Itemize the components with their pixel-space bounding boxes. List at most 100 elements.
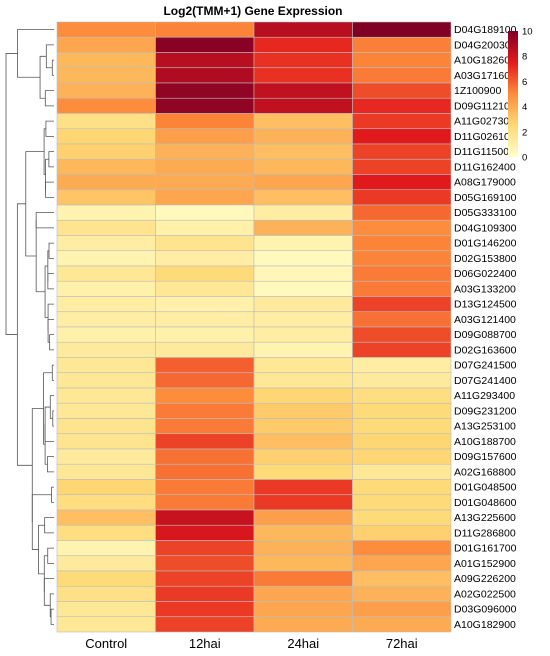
heatmap-cell: [56, 265, 156, 282]
heatmap-cell: [352, 250, 452, 267]
column-label: 24hai: [287, 636, 319, 651]
heatmap-cell: [155, 509, 255, 526]
heatmap-cell: [253, 540, 353, 557]
heatmap-cell: [352, 585, 452, 602]
heatmap-cell: [155, 326, 255, 343]
heatmap-cell: [155, 616, 255, 633]
heatmap-cell: [352, 52, 452, 69]
heatmap-cell: [155, 387, 255, 404]
heatmap-cell: [352, 82, 452, 99]
row-label: D05G333100: [454, 207, 517, 219]
heatmap-cell: [56, 219, 156, 236]
heatmap-cell: [56, 494, 156, 511]
heatmap-cell: [352, 570, 452, 587]
dendrogram-branch: [48, 151, 54, 168]
heatmap-cell: [155, 97, 255, 114]
heatmap-cell: [352, 357, 452, 374]
row-label: D01G161700: [454, 543, 517, 555]
dendrogram-branch: [50, 608, 54, 625]
heatmap-cell: [56, 341, 156, 358]
heatmap-cell: [352, 204, 452, 221]
dendrogram-branch: [49, 593, 54, 618]
heatmap-cell: [56, 463, 156, 480]
dendrogram-branch: [44, 423, 48, 465]
heatmap-cell: [56, 204, 156, 221]
heatmap-cell: [155, 372, 255, 389]
row-label: D04G109300: [454, 222, 517, 234]
row-label: D07G241500: [454, 360, 517, 372]
heatmap-cell: [352, 387, 452, 404]
heatmap-cell: [352, 189, 452, 206]
heatmap-cell: [155, 601, 255, 618]
heatmap-cell: [56, 585, 156, 602]
heatmap-cell: [253, 479, 353, 496]
heatmap-cell: [352, 448, 452, 465]
dendrogram-branch: [38, 524, 45, 575]
column-label: 12hai: [189, 636, 221, 651]
heatmap-cell: [56, 372, 156, 389]
heatmap-cell: [155, 204, 255, 221]
heatmap-cell: [56, 616, 156, 633]
heatmap-cell: [352, 113, 452, 130]
heatmap-cell: [155, 448, 255, 465]
dendrogram-branch: [43, 555, 48, 593]
dendrogram-branch: [51, 486, 54, 503]
heatmap-cell: [352, 509, 452, 526]
dendrogram-branch: [31, 408, 44, 523]
heatmap-cell: [352, 601, 452, 618]
heatmap-cell: [352, 555, 452, 572]
heatmap-cell: [253, 585, 353, 602]
heatmap-cell: [253, 204, 353, 221]
heatmap-cell: [155, 311, 255, 328]
row-label: A03G171600: [454, 70, 516, 82]
heatmap-cell: [253, 189, 353, 206]
heatmap-cell: [352, 494, 452, 511]
row-label: A10G188700: [454, 436, 516, 448]
heatmap-cell: [155, 52, 255, 69]
column-label: Control: [85, 636, 127, 651]
heatmap-cell: [56, 479, 156, 496]
column-labels: Control 12hai 24hai 72hai: [85, 636, 417, 651]
heatmap-cell: [155, 585, 255, 602]
heatmap-cell: [253, 616, 353, 633]
heatmap-cell: [352, 418, 452, 435]
row-label: A08G179000: [454, 177, 516, 189]
heatmap-cell: [56, 280, 156, 297]
row-label: D02G153800: [454, 253, 517, 265]
heatmap-cell: [352, 311, 452, 328]
heatmap-cell: [352, 326, 452, 343]
heatmap-cell: [56, 433, 156, 450]
dendrogram-branch: [16, 203, 33, 466]
row-label: D09G231200: [454, 405, 517, 417]
row-label: D02G163600: [454, 344, 517, 356]
dendrogram-branch: [25, 151, 45, 257]
heatmap-cell: [155, 540, 255, 557]
row-label: D01G048500: [454, 482, 517, 494]
row-label: A11G293400: [454, 390, 515, 402]
chart-title: Log2(TMM+1) Gene Expression: [163, 4, 342, 18]
legend-tick-label: 6: [522, 77, 527, 88]
heatmap-cell: [155, 357, 255, 374]
heatmap-cell: [56, 67, 156, 84]
legend-tick-label: 2: [522, 127, 527, 138]
heatmap-cell: [56, 36, 156, 53]
heatmap-cell: [352, 463, 452, 480]
dendrogram-branch: [49, 334, 54, 351]
heatmap-cell: [253, 82, 353, 99]
heatmap-cell: [253, 97, 353, 114]
row-label: D01G146200: [454, 238, 517, 250]
column-label: 72hai: [386, 636, 418, 651]
row-label: D04G200300: [454, 39, 517, 51]
heatmap-cell: [155, 250, 255, 267]
heatmap-cell: [56, 235, 156, 252]
heatmap-cell: [56, 326, 156, 343]
legend-color-bar: [508, 31, 518, 157]
row-label: A13G225600: [454, 512, 516, 524]
heatmap-cell: [56, 418, 156, 435]
heatmap-cell: [352, 616, 452, 633]
heatmap-cell: [155, 524, 255, 541]
heatmap-cell: [155, 21, 255, 38]
row-label: D06G022400: [454, 268, 517, 280]
heatmap-cell: [56, 570, 156, 587]
heatmap-cell: [155, 280, 255, 297]
